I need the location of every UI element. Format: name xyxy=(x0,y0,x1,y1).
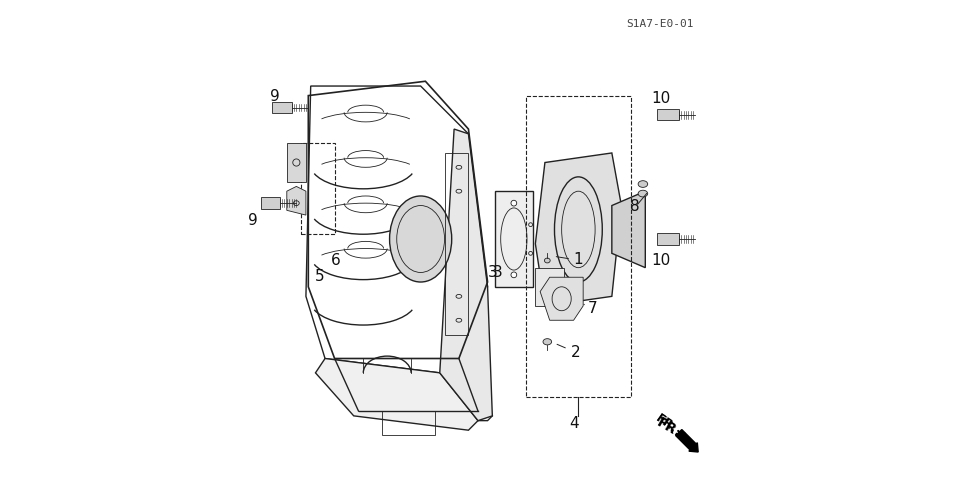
Text: 8: 8 xyxy=(630,199,640,214)
Text: 9: 9 xyxy=(270,89,280,104)
Polygon shape xyxy=(535,268,564,306)
Text: FR.: FR. xyxy=(655,415,684,440)
Polygon shape xyxy=(495,191,533,287)
Polygon shape xyxy=(612,191,645,268)
Polygon shape xyxy=(287,186,306,215)
Polygon shape xyxy=(260,197,279,209)
Ellipse shape xyxy=(639,181,647,187)
Polygon shape xyxy=(272,102,292,113)
Ellipse shape xyxy=(511,200,516,206)
Text: 7: 7 xyxy=(588,301,598,316)
FancyArrow shape xyxy=(676,430,698,452)
Polygon shape xyxy=(287,143,306,182)
Polygon shape xyxy=(440,129,492,421)
Polygon shape xyxy=(540,277,583,320)
Polygon shape xyxy=(657,233,679,245)
Text: 10: 10 xyxy=(651,91,670,107)
Text: 3: 3 xyxy=(492,265,502,280)
Text: 5: 5 xyxy=(315,269,324,284)
Text: S1A7-E0-01: S1A7-E0-01 xyxy=(626,19,693,29)
Text: 6: 6 xyxy=(331,253,340,268)
Text: 2: 2 xyxy=(572,345,581,360)
Ellipse shape xyxy=(639,190,647,197)
Polygon shape xyxy=(535,153,621,306)
Ellipse shape xyxy=(390,196,451,282)
Text: 10: 10 xyxy=(651,253,670,268)
Polygon shape xyxy=(306,86,492,421)
Polygon shape xyxy=(657,109,679,120)
Text: 1: 1 xyxy=(574,251,583,267)
Text: 4: 4 xyxy=(569,415,578,431)
Ellipse shape xyxy=(511,272,516,278)
Text: 3: 3 xyxy=(488,265,497,280)
Ellipse shape xyxy=(543,339,552,345)
Text: FR.: FR. xyxy=(654,412,680,436)
Polygon shape xyxy=(315,358,478,430)
Text: 9: 9 xyxy=(249,213,258,228)
Ellipse shape xyxy=(544,258,550,263)
